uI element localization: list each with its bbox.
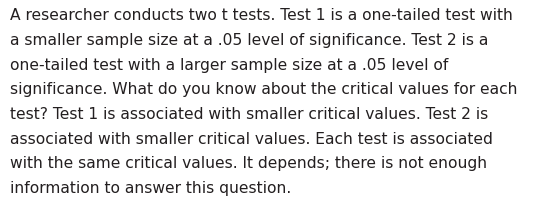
Text: a smaller sample size at a .05 level of significance. Test 2 is a: a smaller sample size at a .05 level of …	[10, 33, 488, 48]
Text: information to answer this question.: information to answer this question.	[10, 181, 291, 196]
Text: one-tailed test with a larger sample size at a .05 level of: one-tailed test with a larger sample siz…	[10, 58, 449, 73]
Text: test? Test 1 is associated with smaller critical values. Test 2 is: test? Test 1 is associated with smaller …	[10, 107, 488, 122]
Text: A researcher conducts two t tests. Test 1 is a one-tailed test with: A researcher conducts two t tests. Test …	[10, 8, 513, 23]
Text: associated with smaller critical values. Each test is associated: associated with smaller critical values.…	[10, 132, 493, 147]
Text: significance. What do you know about the critical values for each: significance. What do you know about the…	[10, 82, 517, 97]
Text: with the same critical values. It depends; there is not enough: with the same critical values. It depend…	[10, 156, 487, 171]
